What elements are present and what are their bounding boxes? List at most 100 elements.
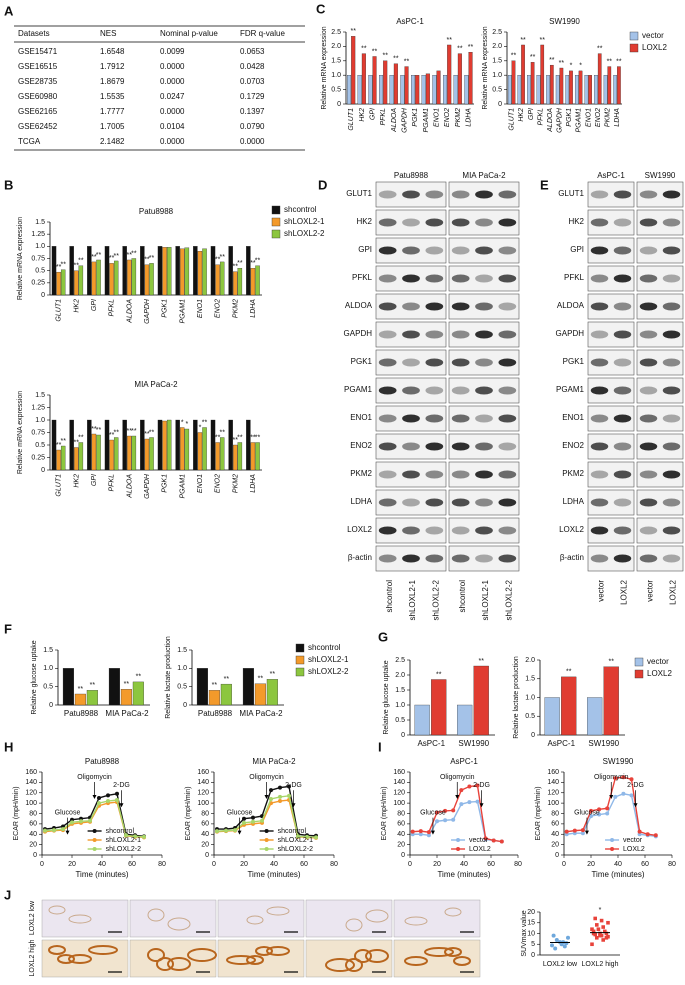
- protein-label: β-actin: [560, 553, 584, 562]
- bar: [215, 264, 220, 296]
- protein-label: GAPDH: [556, 329, 585, 338]
- bar: [400, 75, 405, 105]
- bar: [87, 419, 92, 471]
- point: [598, 931, 602, 936]
- bar: [113, 437, 119, 471]
- point: [43, 828, 47, 833]
- bar: [617, 66, 621, 105]
- legend-label: shLOXL2-2: [278, 846, 314, 853]
- blot-band: [498, 190, 517, 199]
- blot-band: [590, 218, 609, 227]
- bar: [175, 419, 180, 471]
- x-tick-label: HK2: [359, 108, 366, 122]
- blot-band: [475, 274, 493, 283]
- chart-title: AsPC-1: [396, 17, 424, 26]
- point: [459, 802, 464, 807]
- bar: [86, 690, 98, 706]
- x-tick-label: PKM2: [455, 108, 462, 127]
- x-axis-label: Time (minutes): [437, 870, 490, 879]
- point: [278, 785, 282, 790]
- point: [645, 832, 650, 837]
- significance: **: [446, 37, 452, 44]
- annotation: Glucose: [420, 809, 446, 816]
- x-tick-label: 20: [433, 861, 441, 868]
- blot-band: [425, 274, 444, 283]
- point: [443, 808, 448, 813]
- significance: **: [212, 682, 218, 689]
- blot-band: [498, 246, 517, 255]
- blot-band: [498, 218, 517, 227]
- bar: [74, 693, 86, 706]
- significance: **: [215, 434, 221, 441]
- x-tick-label: MIA PaCa-2: [105, 709, 149, 718]
- table-cell: 0.1397: [240, 107, 265, 116]
- y-tick-label: 100: [393, 800, 405, 807]
- point: [491, 838, 496, 843]
- legend-label: shLOXL2-1: [284, 217, 325, 226]
- significance: **: [372, 48, 378, 55]
- x-tick-label: 40: [270, 861, 278, 868]
- y-tick-label: 1.0: [35, 417, 45, 424]
- point: [242, 820, 246, 825]
- bar: [91, 433, 97, 471]
- bar: [383, 60, 388, 105]
- blot-band: [402, 218, 420, 227]
- blot-band: [590, 330, 609, 339]
- y-axis-label: Relative mRNA expression: [321, 26, 328, 109]
- bar: [202, 248, 207, 296]
- y-tick-label: 1.5: [35, 219, 45, 226]
- point: [467, 784, 472, 789]
- blot-band: [613, 470, 632, 479]
- bar: [357, 75, 362, 105]
- point: [251, 815, 255, 820]
- significance: **: [56, 442, 62, 449]
- blot-band: [639, 498, 658, 507]
- point: [467, 800, 472, 805]
- x-tick-label: LDHA: [250, 474, 257, 493]
- point: [418, 832, 423, 837]
- legend-swatch: [629, 31, 639, 41]
- annotation-arrowhead: [264, 794, 269, 799]
- point: [597, 812, 602, 817]
- chart-title: AsPC-1: [450, 757, 478, 766]
- significance: **: [202, 419, 208, 426]
- bar: [162, 420, 167, 471]
- protein-label: GAPDH: [344, 329, 373, 338]
- blot-band: [639, 274, 658, 283]
- bar: [144, 438, 150, 471]
- bar: [511, 60, 516, 105]
- significance: **: [149, 255, 155, 262]
- table-cell: 0.0000: [160, 137, 185, 146]
- point: [590, 927, 594, 931]
- bar: [530, 62, 535, 105]
- y-tick-label: 0: [337, 101, 341, 108]
- ihc-gland: [246, 915, 264, 925]
- point: [443, 818, 448, 823]
- significance: *: [199, 424, 202, 431]
- significance: **: [219, 254, 225, 261]
- blot-band: [425, 526, 444, 535]
- x-tick-label: GAPDH: [557, 107, 564, 133]
- point: [550, 943, 554, 948]
- ihc-gland: [147, 908, 165, 922]
- protein-label: ALDOA: [557, 301, 585, 310]
- row-label: LOXL2 high: [29, 939, 36, 976]
- bar: [411, 75, 416, 105]
- y-axis-label: Relative mRNA expression: [17, 391, 24, 474]
- significance: **: [144, 257, 150, 264]
- blot-band: [451, 526, 470, 535]
- annotation-arrowhead: [633, 803, 638, 808]
- significance: **: [219, 429, 225, 436]
- blot-band: [498, 498, 517, 507]
- y-tick-label: 2.5: [395, 657, 405, 664]
- point: [595, 936, 599, 940]
- blot-band: [662, 302, 681, 311]
- point: [605, 811, 610, 816]
- protein-label: ENO1: [562, 413, 584, 422]
- blot-band: [639, 190, 658, 199]
- x-axis-label: Time (minutes): [75, 870, 128, 879]
- blot-band: [590, 470, 609, 479]
- y-tick-label: 1.5: [177, 647, 187, 654]
- bar: [464, 75, 469, 105]
